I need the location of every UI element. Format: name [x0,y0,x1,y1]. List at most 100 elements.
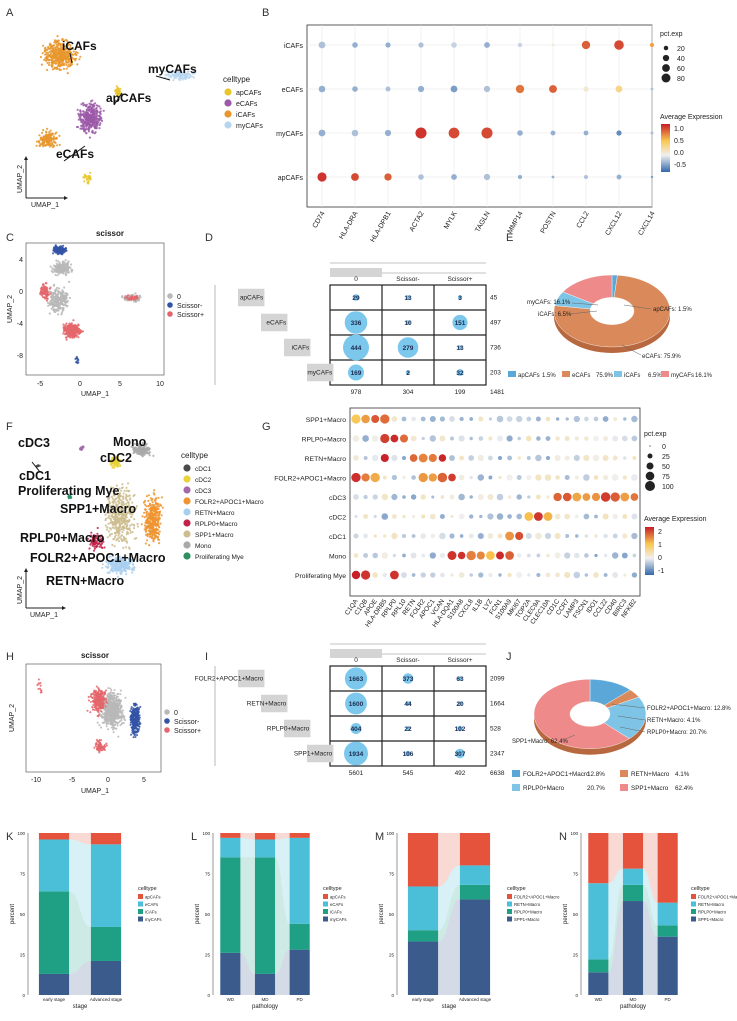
dot-mark [411,416,416,422]
legend-key [183,486,191,494]
umap-point [56,40,59,44]
row-label: Proliferating Mye [295,573,346,580]
cluster-label: FOLR2+APOC1+Macro [30,551,166,565]
umap-point [145,495,148,498]
dot-mark [583,130,589,136]
tick-label: -8 [17,353,23,360]
umap-point [113,706,117,709]
dot-mark [610,492,620,502]
umap-point [43,135,46,139]
dot-mark [593,435,599,442]
umap-point [132,566,135,569]
dot-mark [477,454,484,462]
umap-point [157,496,160,499]
dot-mark [554,532,561,540]
umap-point [53,39,57,42]
umap-point [146,450,149,454]
dot-mark [448,473,456,482]
umap-point [112,566,115,570]
umap-point [105,700,108,703]
umap-point [153,507,156,510]
umap-point [160,514,163,517]
cluster-label: iCAFs [62,39,97,53]
umap-point [119,693,122,696]
row-total: 497 [490,320,501,327]
legend-label: 1 [658,542,662,549]
umap-point [64,270,67,273]
umap-point [91,99,94,102]
umap-point [171,74,174,77]
dot-mark [450,573,454,577]
umap-point [115,523,118,526]
legend-label: 0.0 [674,150,684,157]
umap-point [52,305,55,308]
umap-point [126,567,129,570]
col-label: TAGLN [474,211,491,234]
dot-mark [458,572,465,578]
umap-point [109,709,112,712]
umap-point [154,509,157,512]
dot-mark [477,494,484,500]
umap-point [75,356,78,359]
umap-point [48,47,51,50]
umap-point [161,506,164,509]
umap-point [57,313,60,316]
umap-point [52,44,56,47]
umap-point [62,326,65,329]
dot-mark [418,453,428,463]
umap-point [64,302,67,305]
umap-point [114,534,117,537]
legend-label: 60 [677,66,685,73]
umap-point [111,523,115,527]
dot-mark [373,534,377,538]
umap-point [107,522,110,525]
dot-mark [418,472,428,483]
umap-point [83,173,86,176]
umap-point [57,47,60,50]
umap-point [100,710,103,713]
umap-point [110,565,113,569]
legend-label: 100 [662,484,674,491]
dot-mark [555,436,560,441]
count-label: 444 [351,345,362,352]
dot-mark [574,436,579,441]
umap-point [53,54,56,57]
legend-label: 75.9% [596,373,614,379]
slice-label: eCAFs: 75.9% [642,354,681,360]
cluster-label: RETN+Macro [46,574,125,588]
umap-point [88,119,91,122]
dot-mark [650,175,654,179]
umap-point [86,122,89,125]
dot-mark [612,455,618,461]
umap-point [39,138,42,141]
dot-mark [380,453,389,463]
panel-letter: G [262,421,271,433]
umap-point [116,699,119,702]
umap-point [42,141,46,144]
umap-point [95,546,98,549]
umap-point [112,692,116,695]
umap-point [103,708,106,711]
umap-point [108,712,111,715]
umap-point [44,47,47,50]
umap-point [118,464,122,468]
dot-mark [409,454,418,462]
col-label: 0 [354,276,358,283]
row-label: apCAFs [278,175,304,182]
dot-mark [650,131,654,135]
umap-point [84,104,87,107]
col-label: Scissor- [396,276,419,283]
umap-point [119,498,122,501]
umap-point [109,721,112,724]
dot-mark [466,550,476,561]
umap-point [55,262,58,265]
umap-point [48,312,51,315]
umap-point [66,271,69,274]
umap-point [64,272,68,276]
dot-mark [611,474,619,481]
row-label: cDC3 [329,495,346,502]
umap-point [125,524,128,528]
umap-point [51,303,54,306]
